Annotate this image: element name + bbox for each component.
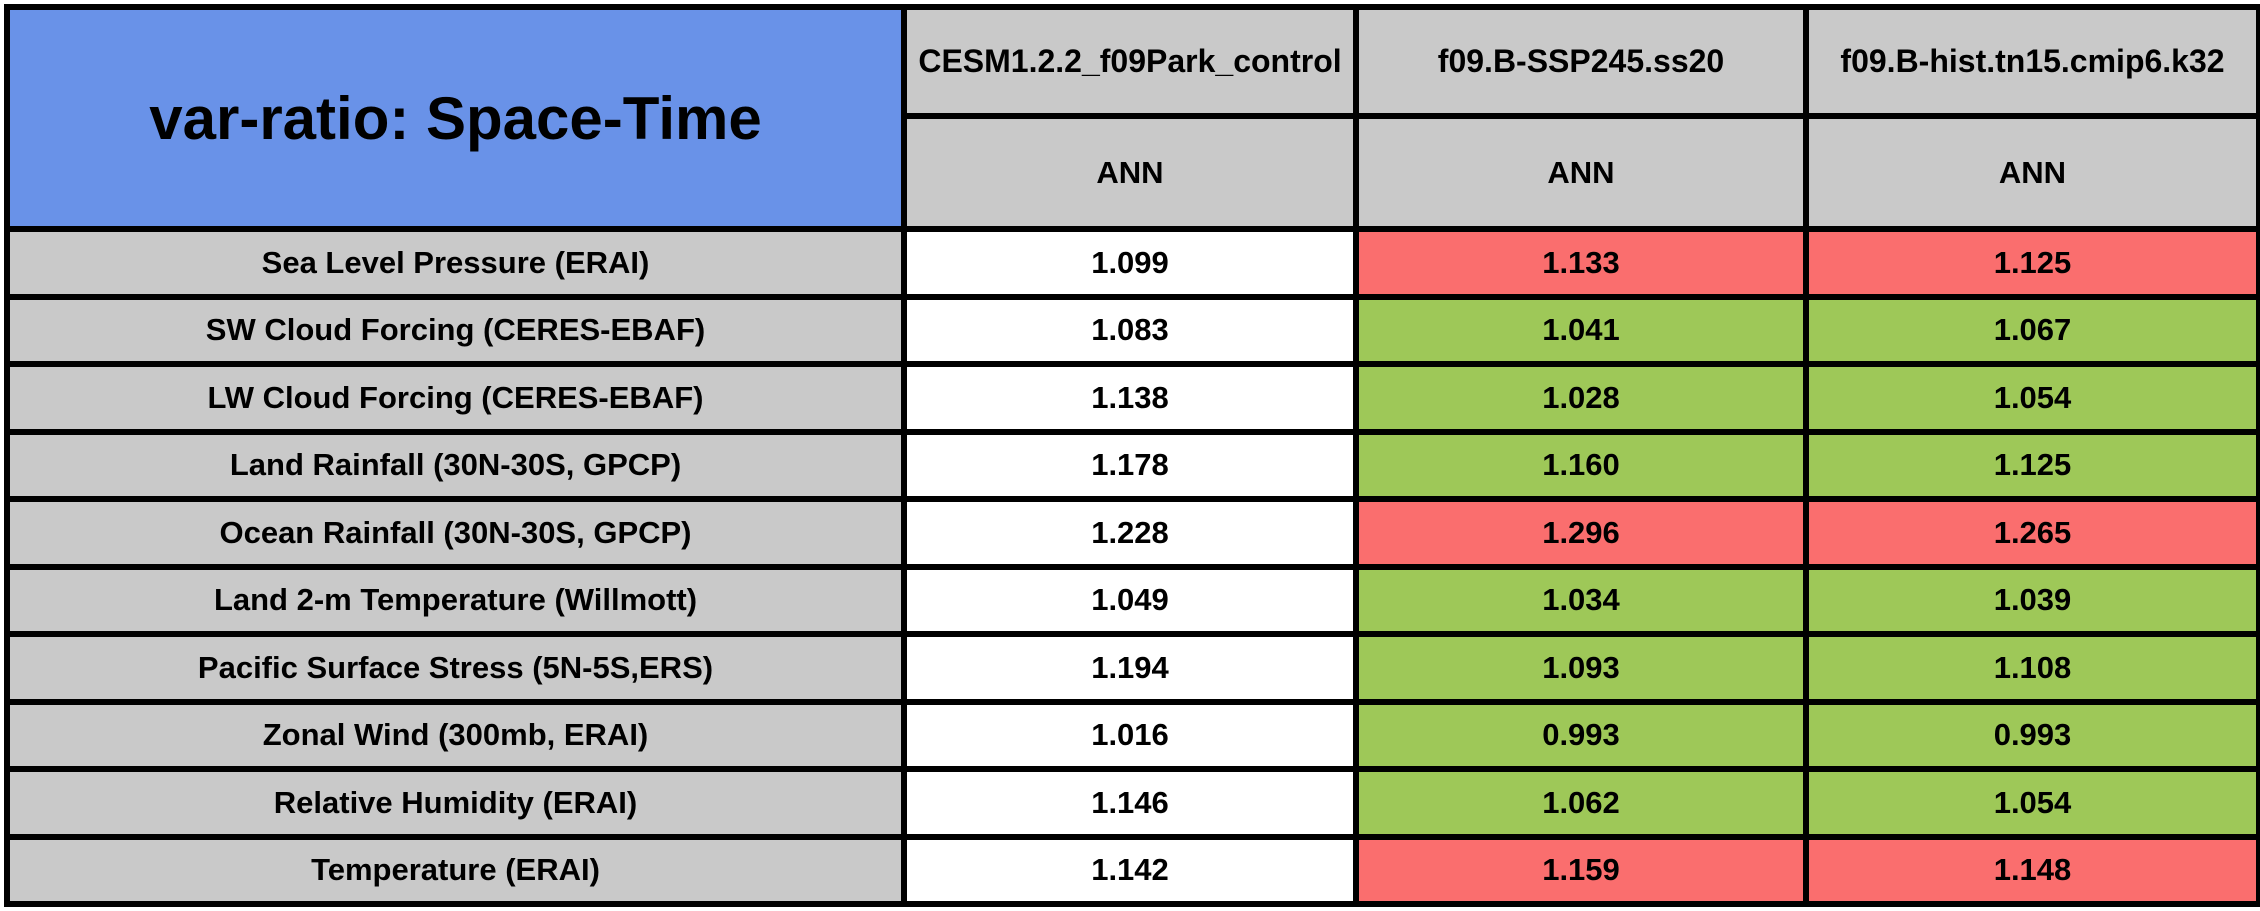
column-header-model-3: f09.B-hist.tn15.cmip6.k32 (1803, 4, 2260, 119)
row-label: SW Cloud Forcing (CERES-EBAF) (4, 293, 907, 367)
value-cell-bad: 1.148 (1803, 833, 2260, 907)
season-header-row: ANN ANN ANN (7, 113, 2260, 232)
row-label: LW Cloud Forcing (CERES-EBAF) (4, 361, 907, 435)
value-cell-neutral: 1.083 (901, 293, 1359, 367)
value-cell-good: 1.067 (1803, 293, 2260, 367)
value-cell-good: 1.093 (1353, 631, 1809, 705)
column-header-model-1: CESM1.2.2_f09Park_control (901, 4, 1359, 119)
table-row: Zonal Wind (300mb, ERAI) 1.016 0.993 0.993 (4, 698, 2260, 772)
table-row: Land 2-m Temperature (Willmott) 1.049 1.03… (4, 563, 2260, 637)
value-cell-neutral: 1.194 (901, 631, 1359, 705)
value-cell-good: 1.125 (1803, 428, 2260, 502)
row-label: Ocean Rainfall (30N-30S, GPCP) (4, 496, 907, 570)
value-cell-neutral: 1.146 (901, 766, 1359, 840)
row-label: Temperature (ERAI) (4, 833, 907, 907)
table-title: var-ratio: Space-Time (4, 4, 907, 232)
value-cell-good: 1.062 (1353, 766, 1809, 840)
row-label: Zonal Wind (300mb, ERAI) (4, 698, 907, 772)
value-cell-good: 1.054 (1803, 766, 2260, 840)
row-label: Relative Humidity (ERAI) (4, 766, 907, 840)
value-cell-neutral: 1.142 (901, 833, 1359, 907)
value-cell-neutral: 1.228 (901, 496, 1359, 570)
value-cell-neutral: 1.099 (901, 226, 1359, 300)
column-header-season-3: ANN (1803, 113, 2260, 232)
table-row: Pacific Surface Stress (5N-5S,ERS) 1.194 1… (4, 631, 2260, 705)
table-body: Sea Level Pressure (ERAI) 1.099 1.133 1.125… (4, 226, 2260, 907)
table-row: LW Cloud Forcing (CERES-EBAF) 1.138 1.028 1… (4, 361, 2260, 435)
value-cell-good: 1.108 (1803, 631, 2260, 705)
value-cell-neutral: 1.049 (901, 563, 1359, 637)
table-row: SW Cloud Forcing (CERES-EBAF) 1.083 1.041 1… (4, 293, 2260, 367)
value-cell-good: 0.993 (1803, 698, 2260, 772)
value-cell-good: 1.160 (1353, 428, 1809, 502)
value-cell-bad: 1.125 (1803, 226, 2260, 300)
table-row: Land Rainfall (30N-30S, GPCP) 1.178 1.160 1… (4, 428, 2260, 502)
value-cell-good: 1.034 (1353, 563, 1809, 637)
column-header-season-2: ANN (1353, 113, 1809, 232)
row-label: Sea Level Pressure (ERAI) (4, 226, 907, 300)
value-cell-bad: 1.265 (1803, 496, 2260, 570)
value-cell-bad: 1.133 (1353, 226, 1809, 300)
row-label: Pacific Surface Stress (5N-5S,ERS) (4, 631, 907, 705)
value-cell-good: 1.041 (1353, 293, 1809, 367)
table-row: Temperature (ERAI) 1.142 1.159 1.148 (4, 833, 2260, 907)
value-cell-bad: 1.296 (1353, 496, 1809, 570)
table-row: Sea Level Pressure (ERAI) 1.099 1.133 1.125 (4, 226, 2260, 300)
value-cell-bad: 1.159 (1353, 833, 1809, 907)
table-row: Ocean Rainfall (30N-30S, GPCP) 1.228 1.296… (4, 496, 2260, 570)
column-header-season-1: ANN (901, 113, 1359, 232)
var-ratio-table: var-ratio: Space-Time CESM1.2.2_f09Park_… (4, 4, 2260, 907)
model-header-row: var-ratio: Space-Time CESM1.2.2_f09Park_… (4, 4, 2260, 232)
value-cell-neutral: 1.138 (901, 361, 1359, 435)
value-cell-good: 0.993 (1353, 698, 1809, 772)
value-cell-good: 1.039 (1803, 563, 2260, 637)
row-label: Land 2-m Temperature (Willmott) (4, 563, 907, 637)
value-cell-good: 1.054 (1803, 361, 2260, 435)
column-header-model-2: f09.B-SSP245.ss20 (1353, 4, 1809, 119)
value-cell-neutral: 1.178 (901, 428, 1359, 502)
value-cell-neutral: 1.016 (901, 698, 1359, 772)
row-label: Land Rainfall (30N-30S, GPCP) (4, 428, 907, 502)
value-cell-good: 1.028 (1353, 361, 1809, 435)
table-row: Relative Humidity (ERAI) 1.146 1.062 1.054 (4, 766, 2260, 840)
